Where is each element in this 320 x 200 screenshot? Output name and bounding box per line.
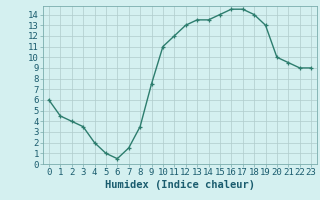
X-axis label: Humidex (Indice chaleur): Humidex (Indice chaleur) bbox=[105, 180, 255, 190]
